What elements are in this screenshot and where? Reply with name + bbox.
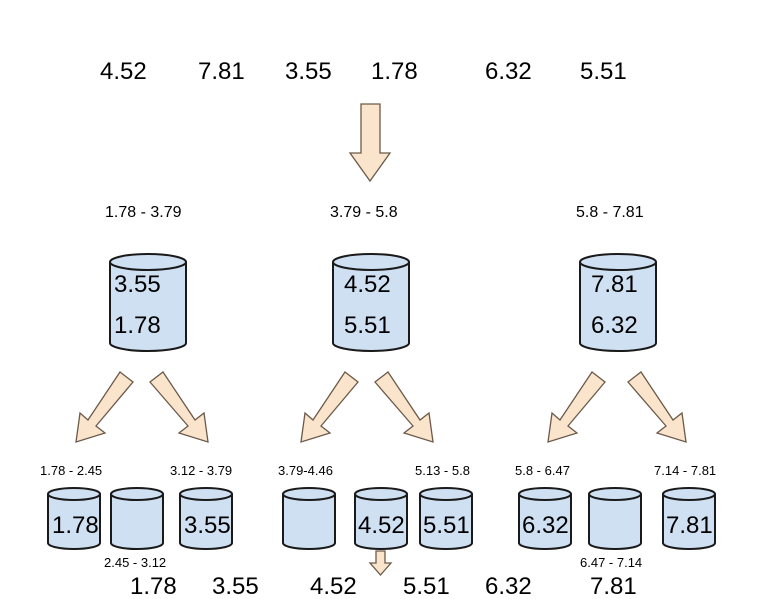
sub-bucket-value: 3.55: [184, 512, 231, 539]
sorted-value: 6.32: [485, 573, 532, 599]
bucket-cylinder-icon: [332, 262, 410, 352]
sub-bucket: 7.81: [662, 487, 716, 550]
sub-bucket-value: 4.52: [358, 512, 405, 539]
bucket-value: 7.81: [591, 271, 638, 298]
sub-bucket: [282, 487, 336, 550]
sub-bucket: 3.55: [179, 487, 233, 550]
input-value: 4.52: [100, 58, 147, 85]
sub-bucket-cylinder-icon: [47, 494, 101, 550]
input-row: 4.52 7.81 3.55 1.78 6.32 5.51: [100, 58, 627, 85]
sub-bucket-cylinder-icon: [588, 494, 642, 550]
split-arrows: [75, 371, 687, 443]
sorted-value: 4.52: [310, 573, 357, 599]
sub-bucket-range-label: 6.47 - 7.14: [580, 555, 642, 570]
sub-bucket-top: [282, 487, 336, 501]
sorted-output-row: 1.78 3.55 4.52 5.51 6.32 7.81: [130, 573, 637, 599]
sub-bucket-value: 6.32: [522, 512, 569, 539]
bucket-range-label: 5.8 - 7.81: [576, 204, 644, 221]
down-arrow-icon: [348, 103, 392, 183]
sub-bucket-top: [588, 487, 642, 501]
sub-bucket-cylinder-icon: [110, 494, 164, 550]
sub-bucket-range-label: 2.45 - 3.12: [104, 555, 166, 570]
sub-bucket-cylinder-icon: [354, 494, 408, 550]
sub-bucket-top: [518, 487, 572, 501]
sub-bucket: [110, 487, 164, 550]
sub-bucket-range-label: 3.79-4.46: [278, 463, 333, 478]
input-value: 7.81: [198, 58, 245, 85]
sub-bucket-top: [47, 487, 101, 501]
sorted-value: 1.78: [130, 573, 177, 599]
bucket: 3.55 1.78: [109, 253, 187, 352]
bucket: 4.52 5.51: [332, 253, 410, 352]
down-right-arrow-icon: [627, 371, 687, 443]
sub-bucket-top: [662, 487, 716, 501]
sub-bucket-range-label: 1.78 - 2.45: [40, 463, 102, 478]
sub-bucket-range-label: 3.12 - 3.79: [170, 463, 232, 478]
bucket: 7.81 6.32: [579, 253, 657, 352]
sub-bucket-cylinder-icon: [662, 494, 716, 550]
sub-bucket-value: 7.81: [666, 512, 713, 539]
down-left-arrow-icon: [75, 371, 134, 443]
bucket-top: [579, 253, 657, 271]
bucket-top: [109, 253, 187, 271]
down-left-arrow-icon: [547, 371, 606, 443]
bucket-value: 1.78: [114, 312, 161, 339]
sub-bucket: 1.78: [47, 487, 101, 550]
sub-bucket: 4.52: [354, 487, 408, 550]
sorted-value: 5.51: [403, 573, 450, 599]
bucket-top: [332, 253, 410, 271]
bucket-value: 6.32: [591, 312, 638, 339]
sub-bucket-value: 5.51: [423, 512, 470, 539]
sub-bucket-cylinder-icon: [419, 494, 473, 550]
small-down-arrow-icon: [368, 550, 393, 576]
sub-bucket: [588, 487, 642, 550]
bucket-cylinder-icon: [109, 262, 187, 352]
sub-bucket-cylinder-icon: [518, 494, 572, 550]
sub-bucket-cylinder-icon: [179, 494, 233, 550]
down-right-arrow-icon: [374, 371, 434, 443]
sorted-value: 7.81: [590, 573, 637, 599]
sub-bucket: 5.51: [419, 487, 473, 550]
down-left-arrow-icon: [300, 371, 359, 443]
sub-bucket-range-label: 5.8 - 6.47: [515, 463, 570, 478]
sub-bucket-range-label: 7.14 - 7.81: [654, 463, 716, 478]
bucket-range-label: 3.79 - 5.8: [330, 204, 398, 221]
input-value: 6.32: [485, 58, 532, 85]
bucket-value: 5.51: [344, 312, 391, 339]
sub-bucket-top: [419, 487, 473, 501]
input-value: 1.78: [371, 58, 418, 85]
bucket-value: 3.55: [114, 271, 161, 298]
sorted-value: 3.55: [212, 573, 259, 599]
input-value: 3.55: [285, 58, 332, 85]
sub-bucket-cylinder-icon: [282, 494, 336, 550]
sub-bucket-value: 1.78: [52, 512, 99, 539]
sub-bucket-top: [354, 487, 408, 501]
bucket-range-label: 1.78 - 3.79: [105, 204, 182, 221]
sub-bucket-range-label: 5.13 - 5.8: [415, 463, 470, 478]
bucket-cylinder-icon: [579, 262, 657, 352]
bucket-value: 4.52: [344, 271, 391, 298]
sub-bucket-top: [110, 487, 164, 501]
sub-bucket: 6.32: [518, 487, 572, 550]
sub-bucket-top: [179, 487, 233, 501]
input-value: 5.51: [580, 58, 627, 85]
down-right-arrow-icon: [149, 371, 209, 443]
